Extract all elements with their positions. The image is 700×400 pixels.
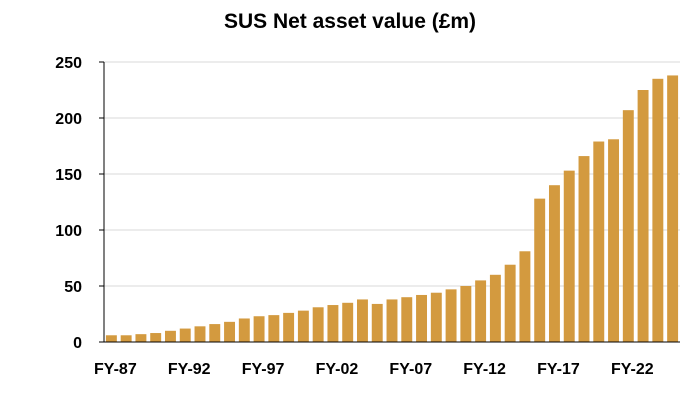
bar-FY-88 — [120, 335, 132, 342]
bar-FY-15 — [519, 251, 531, 342]
bar-FY-22 — [622, 110, 634, 342]
y-tick-label: 200 — [55, 111, 82, 128]
x-tick-label: FY-97 — [242, 361, 285, 378]
bar-FY-95 — [224, 321, 236, 342]
bar-FY-07 — [401, 297, 413, 342]
bar-FY-24 — [652, 78, 664, 343]
x-tick-label: FY-87 — [94, 361, 137, 378]
bar-FY-21 — [608, 139, 620, 342]
bar-FY-98 — [268, 315, 280, 342]
bar-FY-19 — [578, 156, 590, 342]
bar-FY-99 — [283, 312, 295, 342]
bar-FY-06 — [386, 299, 398, 342]
y-tick-labels: 0 50 100 150 200 250 — [55, 55, 82, 352]
chart-title: SUS Net asset value (£m) — [223, 10, 477, 33]
bar-FY-03 — [342, 302, 354, 342]
y-tick-label: 50 — [64, 279, 82, 296]
bar-FY-11 — [460, 286, 472, 342]
bar-FY-17 — [548, 185, 560, 342]
bar-FY-91 — [164, 330, 176, 342]
bar-FY-94 — [209, 324, 221, 342]
y-tick-label: 150 — [55, 167, 82, 184]
bar-FY-25 — [667, 75, 679, 342]
y-tick-label: 100 — [55, 223, 82, 240]
bar-FY-87 — [105, 335, 117, 342]
bar-FY-00 — [297, 310, 309, 342]
axes — [99, 61, 680, 343]
bar-FY-16 — [534, 198, 546, 342]
bar-FY-97 — [253, 316, 265, 342]
y-tick-label: 250 — [55, 55, 82, 72]
bar-FY-18 — [563, 170, 575, 342]
bar-FY-04 — [356, 299, 368, 342]
x-tick-labels: FY-87 FY-92 FY-97 FY-02 FY-07 FY-12 FY-17 FY-22 — [94, 361, 654, 378]
bar-FY-20 — [593, 141, 605, 342]
bar-FY-92 — [179, 328, 191, 342]
bar-FY-93 — [194, 326, 206, 342]
x-tick-label: FY-22 — [611, 361, 654, 378]
bar-FY-10 — [445, 289, 457, 342]
bars — [105, 75, 679, 343]
bar-FY-14 — [504, 264, 516, 342]
bar-FY-05 — [371, 303, 383, 342]
x-tick-label: FY-07 — [389, 361, 432, 378]
y-tick-label: 0 — [73, 335, 82, 352]
bar-FY-08 — [416, 294, 428, 342]
bar-FY-96 — [238, 318, 250, 342]
x-tick-label: FY-17 — [537, 361, 580, 378]
bar-FY-89 — [135, 334, 147, 342]
bar-FY-09 — [430, 292, 442, 342]
bar-FY-13 — [489, 274, 501, 342]
x-tick-label: FY-02 — [316, 361, 359, 378]
bar-FY-90 — [150, 333, 162, 342]
x-tick-label: FY-92 — [168, 361, 211, 378]
x-tick-label: FY-12 — [463, 361, 506, 378]
bar-FY-01 — [312, 307, 324, 342]
bar-FY-23 — [637, 90, 649, 342]
bar-FY-12 — [475, 280, 487, 342]
bar-FY-02 — [327, 305, 339, 342]
